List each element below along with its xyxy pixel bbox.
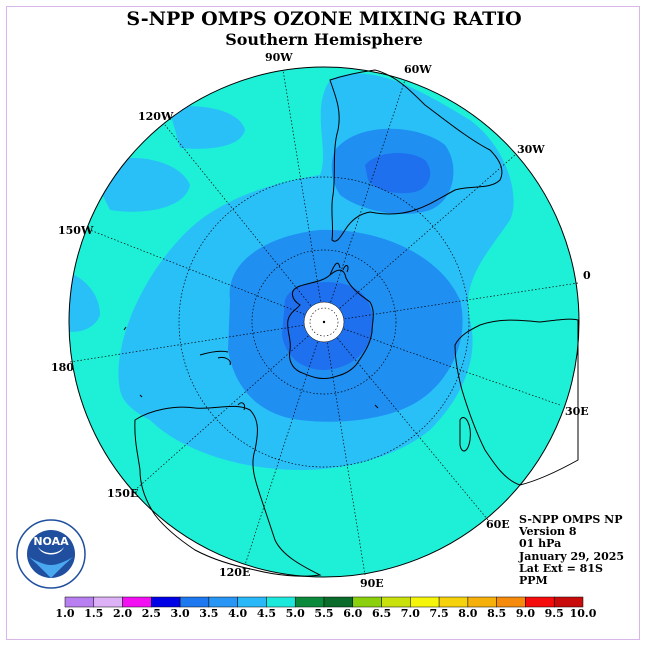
latitude-circles [178,176,470,468]
info-lat-ext: Lat Ext = 81S [519,561,603,575]
meridian-180 [69,321,325,363]
lon-label-30w: 30W [517,143,545,156]
lon-label-30e: 30E [565,405,589,418]
lon-label-150w: 150W [58,224,94,237]
colorbar-swatch [93,596,123,608]
colorbar-tick-label: 1.5 [84,607,104,620]
colorbar-tick-label: 7.5 [429,607,449,620]
colorbar-tick-label: 1.0 [55,607,75,620]
colorbar-swatch [525,596,555,608]
noaa-logo-text: NOAA [33,535,69,548]
colorbar-swatch [179,596,210,608]
colorbar-swatch [266,596,296,608]
colorbar-tick-label: 10.0 [569,607,597,620]
small-island [123,326,127,331]
noaa-logo: NOAA [16,519,86,589]
colorbar-tick-label: 9.5 [544,607,564,620]
latitude-circle [178,176,470,468]
colorbar-swatch [352,596,382,608]
coastlines [123,69,579,577]
colorbar-tick-label: 2.0 [112,607,133,620]
colorbar-tick-label: 8.5 [487,607,507,620]
meridian-60w [323,79,406,323]
australia-coast [134,405,322,577]
latitude-circle [251,249,397,395]
colorbar-tick-label: 5.0 [285,607,305,620]
colorbar-swatch [122,596,152,608]
meridian-120w [164,124,325,323]
small-island [139,394,143,398]
info-pressure: 01 hPa [519,537,562,551]
colorbar-swatch [438,596,469,608]
meridian-120e [244,321,325,566]
colorbar-swatch [381,596,411,608]
colorbar-swatch [467,596,497,608]
pole-hole-inner [309,307,339,337]
colorbar-swatch [410,596,440,608]
colorbar-swatches [64,596,584,608]
map-boundary [68,66,580,578]
madagascar-coast [459,417,471,452]
meridian-60e [323,321,489,521]
colorbar-tick-label: 5.5 [314,607,334,620]
lon-label-150e: 150E [107,487,139,500]
figure-frame [6,6,640,640]
colorbar-swatch [496,596,526,608]
info-instrument: S-NPP OMPS NP [519,513,623,526]
colorbar-tick-label: 9.0 [515,607,535,620]
colorbar-tick-label: 3.5 [199,607,219,620]
lon-label-60w: 60W [404,63,432,76]
info-date: January 29, 2025 [519,549,625,563]
field-upper-left-blob [150,106,245,149]
pole-dot [322,320,326,324]
lon-label-60e: 60E [486,518,510,531]
new-zealand-coast [199,350,231,366]
lon-label-180: 180 [51,361,74,374]
antarctica-coast [287,269,374,379]
south-america-coast [329,69,503,242]
lon-label-90e: 90E [360,577,384,590]
colorbar-tick-label: 3.0 [170,607,190,620]
info-units: PPM [519,574,548,588]
colorbar-swatch [294,596,325,608]
colorbar-swatch [151,596,181,608]
tasmania-coast [237,402,245,411]
lon-label-0: 0 [583,269,591,282]
colorbar-swatch [208,596,238,608]
chart-title: S-NPP OMPS OZONE MIXING RATIO [126,8,522,30]
meridian-0 [323,282,579,323]
colorbar-tick-label: 2.5 [141,607,161,620]
chart-subtitle: Southern Hemisphere [225,30,423,49]
colorbar-swatch [237,596,267,608]
colorbar-swatch [64,596,95,608]
antarctic-peninsula-coast [329,262,349,276]
colorbar-tick-label: 6.0 [343,607,363,620]
lon-label-90w: 90W [265,51,293,64]
colorbar-swatch [323,596,354,608]
meridian-90w [282,69,325,323]
info-panel: S-NPP OMPS NP Version 8 01 hPa January 2… [519,513,625,588]
small-island [374,404,379,409]
meridian-30w [323,154,516,323]
colorbar-tick-label: 8.0 [458,607,478,620]
colorbar-tick-label: 4.5 [256,607,276,620]
lon-label-120w: 120W [138,110,174,123]
meridian-90e [323,321,366,576]
lon-label-120e: 120E [219,566,251,579]
colorbar-tick-label: 6.5 [371,607,392,620]
field-south-america-core [365,153,431,194]
colorbar-tick-label: 7.0 [400,607,420,620]
colorbar-tick-label: 4.0 [228,607,248,620]
colorbar-swatch [553,596,584,608]
africa-coast [454,318,579,486]
info-version: Version 8 [519,525,577,539]
